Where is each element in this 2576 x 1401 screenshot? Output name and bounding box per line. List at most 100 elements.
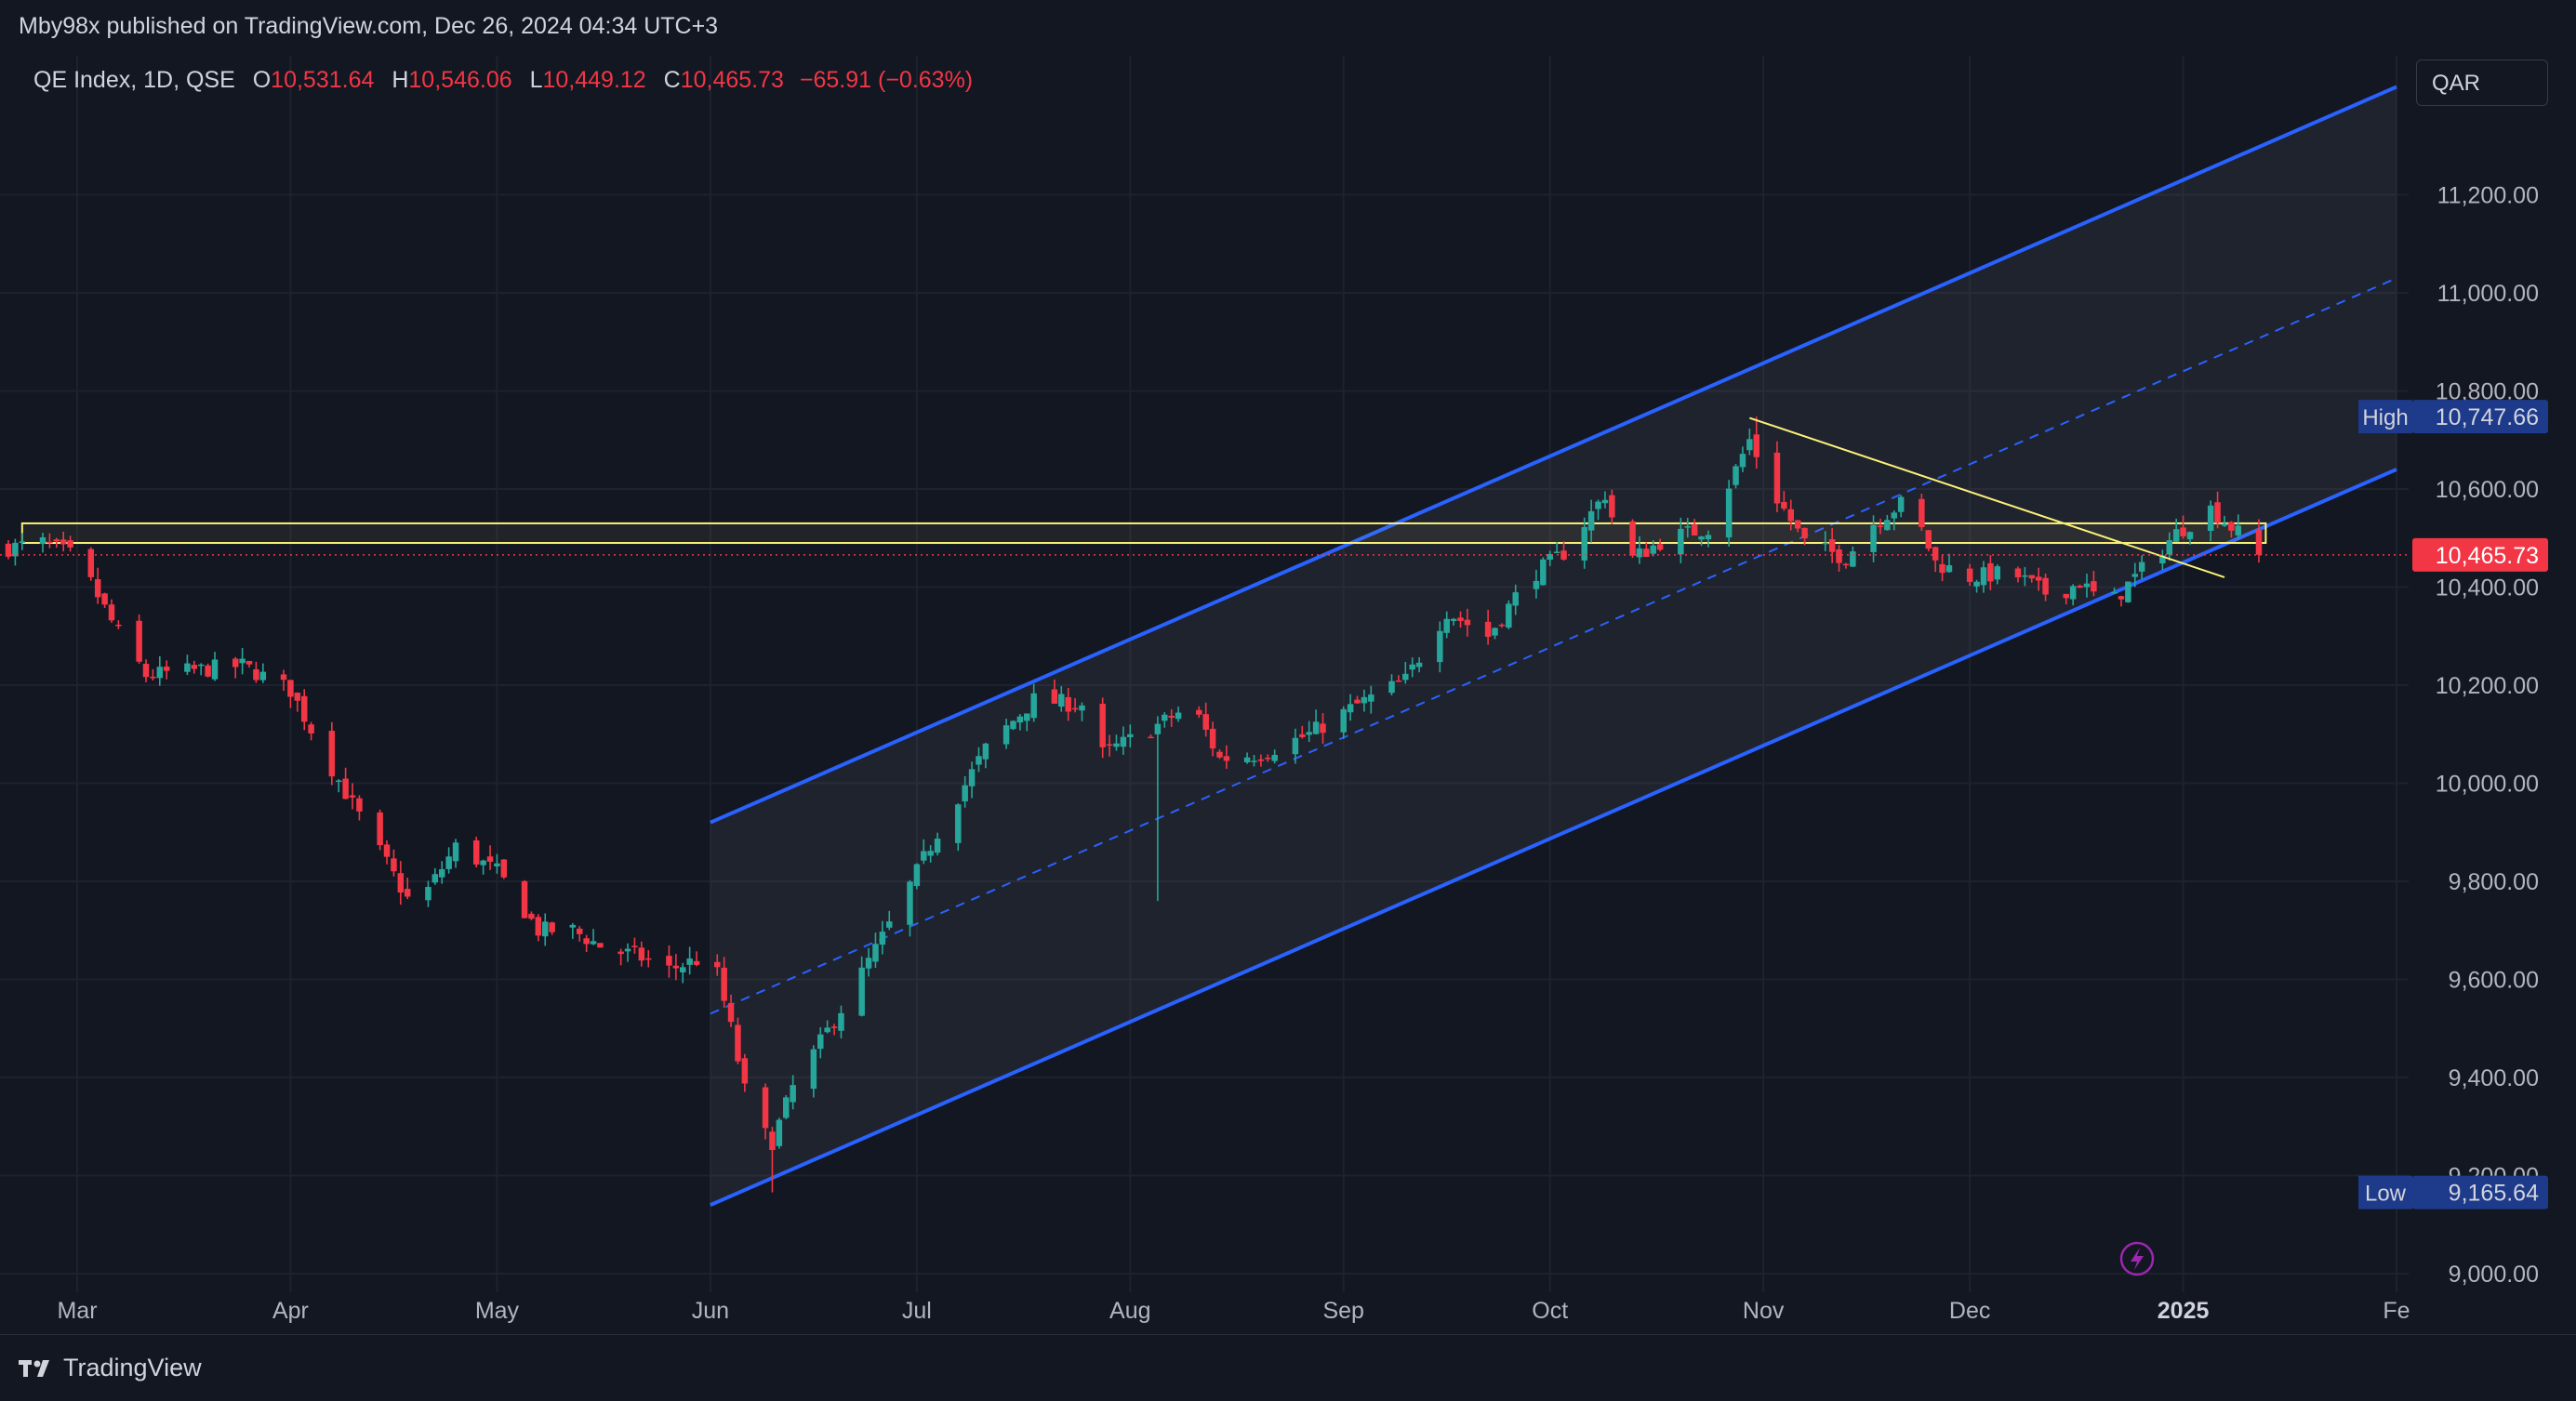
change-value: −65.91 (−0.63%) [799, 67, 974, 93]
candle-body [1691, 524, 1698, 535]
candle-body [2186, 532, 2194, 539]
candle-body [968, 769, 976, 786]
candle-body [1698, 536, 1705, 540]
candle-body [1966, 568, 1973, 582]
candle-body [1409, 664, 1415, 670]
candle-body [280, 674, 287, 681]
candle-body [1464, 619, 1471, 626]
candle-body [1678, 528, 1684, 555]
ohlc-legend: QE Index, 1D, QSE O10,531.64 H10,546.06 … [33, 67, 973, 94]
candle-body [1016, 716, 1024, 723]
candle-body [617, 951, 624, 955]
candle-body [2014, 568, 2022, 578]
candle-body [1828, 539, 1836, 552]
channel-lower-line [710, 468, 2397, 1207]
bottom-bar: TradingView [0, 1334, 2576, 1401]
candle-body [1175, 712, 1182, 720]
chart-misc [2119, 1241, 2155, 1276]
time-axis: Mar Apr May Jun Jul Aug Sep Oct Nov Dec 2025 Fe [0, 1292, 2576, 1334]
candle-body [5, 543, 12, 557]
candle-body [1030, 693, 1037, 719]
candle-body [1457, 617, 1464, 621]
high-price-tag-bg [2412, 400, 2548, 434]
chart-area[interactable]: 11,200.00 11,000.00 10,800.00 10,600.00 10,4… [0, 56, 2576, 1334]
candle-body [631, 945, 638, 947]
candle-body [583, 938, 590, 945]
regression-channel [710, 85, 2397, 1207]
candle-body [1299, 734, 1306, 737]
candle-body [1994, 566, 2001, 580]
candle-body [377, 812, 383, 846]
candle-body [1450, 618, 1457, 621]
candle-body [1196, 709, 1202, 715]
candle-body [1168, 715, 1175, 719]
candle-body [569, 924, 577, 928]
candle-body [480, 860, 486, 866]
price-axis: 11,200.0011,000.0010,800.0010,600.0010,4… [2409, 56, 2576, 1334]
candle-body [721, 967, 727, 1001]
candle-body [1079, 705, 1085, 711]
candle-body [232, 658, 239, 667]
candle-body [2221, 523, 2228, 526]
symbol-name[interactable]: QE Index, 1D, QSE [33, 67, 235, 93]
candle-body [239, 658, 246, 664]
currency-button[interactable]: QAR [2416, 59, 2548, 106]
candle-body [12, 542, 19, 557]
candle-body [886, 921, 893, 928]
time-axis-tick-label: Oct [1532, 1298, 1568, 1324]
candle-body [2091, 581, 2097, 592]
low-price-tag-caption-bg [2358, 1175, 2412, 1209]
candle-body [2028, 575, 2036, 579]
candle-body [1533, 580, 1540, 589]
candle-body [383, 844, 391, 857]
candle-body [2180, 527, 2186, 536]
close-label: C [663, 67, 681, 93]
candle-body [1932, 547, 1939, 561]
candle-body [1595, 501, 1601, 509]
candle-body [1705, 535, 1712, 540]
candle-body [308, 724, 314, 734]
candle-body [2035, 576, 2042, 581]
candle-body [1925, 530, 1932, 549]
low-price-tag-bg [2412, 1175, 2548, 1209]
candle-body [644, 958, 652, 960]
candle-body [549, 922, 555, 932]
candle-body [1106, 744, 1113, 747]
candle-body [597, 943, 604, 948]
candle-body [927, 851, 934, 856]
tradingview-brand[interactable]: TradingView [19, 1354, 202, 1382]
candle-body [1547, 553, 1553, 561]
high-value: 10,546.06 [408, 67, 512, 93]
candle-body [197, 664, 205, 667]
candle-body [913, 864, 921, 887]
candle-body [955, 804, 962, 843]
candle-body [1636, 548, 1643, 558]
candle-body [1587, 510, 1595, 531]
candle-body [535, 917, 542, 936]
lightning-icon[interactable] [2119, 1241, 2155, 1276]
candle-body [2077, 586, 2083, 588]
candle-body [259, 671, 267, 681]
top-bar: Mby98x published on TradingView.com, Dec… [0, 0, 2576, 56]
candle-body [294, 693, 301, 701]
close-value: 10,465.73 [680, 67, 784, 93]
lightning-icon-ring [2119, 1241, 2155, 1276]
candle-body [438, 868, 445, 878]
candle-body [1347, 704, 1354, 713]
candle-body [1877, 525, 1884, 527]
channel-fill [710, 86, 2397, 1206]
time-axis-tick-label: Jun [692, 1298, 729, 1324]
candle-body [1725, 488, 1733, 538]
channel-upper-line [710, 85, 2397, 825]
candle-body [2125, 581, 2131, 602]
candle-body [1051, 689, 1058, 704]
candle-body [1265, 758, 1271, 760]
candle-body [1643, 549, 1650, 557]
candle-body [136, 620, 142, 662]
time-axis-tick-label: Aug [1109, 1298, 1150, 1324]
candle-body [108, 604, 115, 621]
candle-body [1801, 527, 1808, 539]
candle-body [1368, 694, 1374, 702]
price-axis-tick-label: 10,000.00 [2436, 772, 2539, 798]
chart-svg[interactable]: 11,200.0011,000.0010,800.0010,600.0010,4… [0, 56, 2576, 1334]
